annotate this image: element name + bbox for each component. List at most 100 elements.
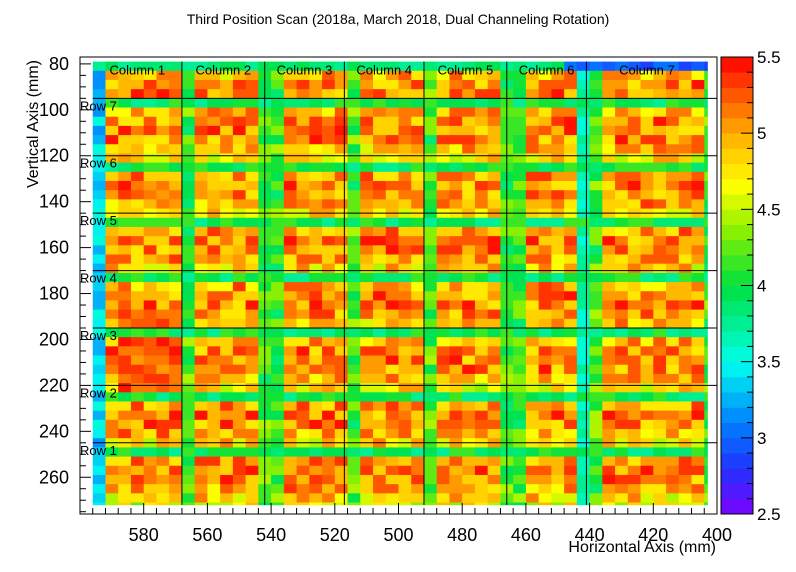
heatmap-cell [245,171,259,182]
heatmap-cell [538,392,552,402]
heatmap-cell [130,346,145,356]
heatmap-cell [449,419,463,430]
heatmap-cell [373,282,387,292]
heatmap-cell [513,373,527,384]
heatmap-cell [232,217,247,228]
heatmap-cell [691,144,705,154]
heatmap-cell [296,447,310,457]
heatmap-cell [373,337,387,347]
heatmap-cell [105,447,119,457]
heatmap-cell [640,245,654,255]
heatmap-cell [105,125,119,136]
heatmap-cell [309,98,323,108]
heatmap-cell [271,327,285,338]
heatmap-cell [385,327,399,338]
heatmap-cell [640,383,654,393]
heatmap-cell [143,135,157,145]
heatmap-cell [245,245,259,255]
heatmap-cell [271,419,285,430]
heatmap-cell [347,291,361,301]
heatmap-cell [576,171,590,182]
heatmap-cell [322,190,336,200]
heatmap-cell [143,282,157,292]
heatmap-cell [640,474,654,485]
heatmap-cell [207,383,221,393]
y-tick-label: 160 [39,238,69,258]
row-label: Row 6 [80,156,117,171]
heatmap-cell [615,61,629,72]
heatmap-cell [105,254,119,265]
heatmap-cell [245,373,259,384]
heatmap-cell [105,79,119,90]
heatmap-cell [551,79,565,90]
heatmap-cell [704,337,708,347]
heatmap-cell [449,272,463,283]
heatmap-cell [105,98,119,108]
heatmap-cell [487,373,501,384]
heatmap-cell [385,107,399,118]
heatmap-cell [92,447,106,457]
column-row-labels: Column 1 Column 2 Column 3 Column 4 Column 5… [80,63,675,458]
heatmap-cell [704,346,708,356]
heatmap-cell [309,465,323,476]
heatmap-cell [143,89,157,99]
heatmap-cell [640,171,654,182]
heatmap-cell [322,300,336,311]
heatmap-cell [271,107,285,118]
heatmap-cell [334,484,348,494]
heatmap-cell [423,484,438,494]
heatmap-cell [271,337,285,347]
heatmap-cell [666,447,680,457]
heatmap-cell [334,364,348,375]
heatmap-cell [207,502,221,506]
heatmap-cell [207,79,221,90]
heatmap-cell [360,465,374,476]
heatmap-cell [691,107,705,118]
heatmap-cell [194,144,208,154]
heatmap-cell [156,355,170,366]
heatmap-cell [487,447,501,457]
heatmap-cell [423,429,438,439]
heatmap-cell [169,401,183,412]
heatmap-cell [538,171,552,182]
heatmap-cell [678,419,692,430]
heatmap-cell [411,254,425,265]
heatmap-cell [576,181,590,191]
heatmap-cell [462,447,476,457]
color-scale-bin [721,209,753,225]
heatmap-cell [334,236,348,246]
heatmap-cell [322,89,336,99]
heatmap-cell [653,116,667,127]
heatmap-cell [245,61,259,72]
heatmap-cell [462,456,476,467]
heatmap-cell [449,474,463,485]
heatmap-cell [564,309,578,320]
heatmap-cell [513,116,527,127]
heatmap-cell [436,392,450,402]
heatmap-cell [169,456,183,467]
heatmap-cell [564,392,578,402]
heatmap-cell [462,236,476,246]
heatmap-cell [398,199,412,209]
heatmap-cell [385,383,399,393]
heatmap-cell [220,107,234,118]
heatmap-cell [564,153,578,164]
heatmap-cell [398,107,412,118]
heatmap-cell [181,392,196,402]
heatmap-cell [576,236,590,246]
heatmap-cell [143,199,157,209]
heatmap-cell [232,355,247,366]
heatmap-cell [322,309,336,320]
heatmap-cell [551,309,565,320]
heatmap-cell [118,474,132,485]
heatmap-cell [296,236,310,246]
heatmap-cell [347,245,361,255]
heatmap-cell [283,162,297,173]
heatmap-cell [653,364,667,375]
heatmap-cell [602,254,616,265]
heatmap-cell [130,236,145,246]
heatmap-cell [474,254,489,265]
heatmap-cell [373,181,387,191]
heatmap-cell [487,190,501,200]
heatmap-cell [525,153,540,164]
